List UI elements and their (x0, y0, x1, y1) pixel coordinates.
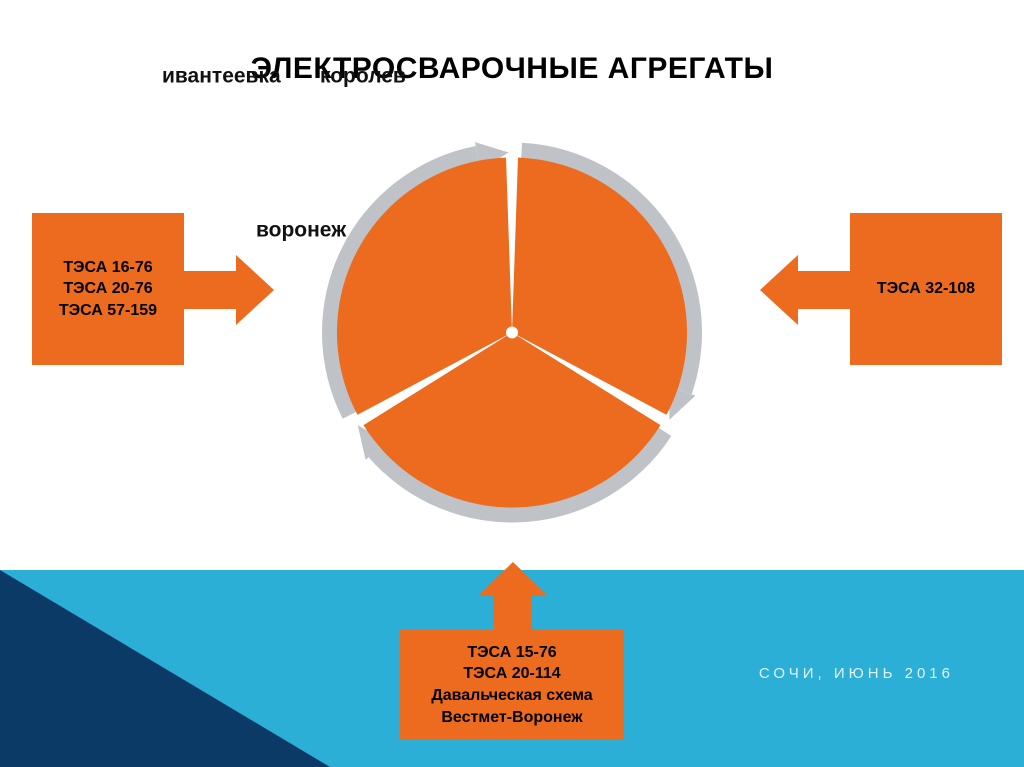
callout-right-line1: ТЭСА 32-108 (877, 278, 975, 300)
callout-left-line1: ТЭСА 16-76 (63, 257, 152, 279)
callout-bottom: ТЭСА 15-76 ТЭСА 20-114 Давальческая схем… (400, 630, 624, 740)
segment-label-ivanteevka: ивантеевка (162, 65, 281, 89)
callout-bottom-line2: ТЭСА 20-114 (463, 663, 560, 685)
callout-right: ТЭСА 32-108 (850, 213, 1002, 365)
callout-left-line3: ТЭСА 57-159 (59, 300, 157, 322)
arrow-right-icon (184, 255, 274, 325)
segment-label-korolev: королев (320, 65, 406, 89)
cycle-svg (302, 123, 722, 543)
arrow-up-icon (478, 562, 548, 632)
callout-bottom-line1: ТЭСА 15-76 (467, 642, 556, 664)
footer-triangle (0, 570, 330, 767)
callout-left: ТЭСА 16-76 ТЭСА 20-76 ТЭСА 57-159 (32, 213, 184, 365)
page-title: ЭЛЕКТРОСВАРОЧНЫЕ АГРЕГАТЫ (0, 52, 1024, 86)
segment-label-voronezh: воронеж (256, 219, 346, 243)
callout-left-line2: ТЭСА 20-76 (63, 278, 152, 300)
footer-text: СОЧИ, ИЮНЬ 2016 (759, 665, 954, 682)
callout-bottom-line4: Вестмет-Воронеж (441, 707, 582, 729)
arrow-left-icon (760, 255, 850, 325)
cycle-diagram: ивантеевка королев воронеж (302, 123, 722, 548)
callout-bottom-line3: Давальческая схема (431, 685, 592, 707)
